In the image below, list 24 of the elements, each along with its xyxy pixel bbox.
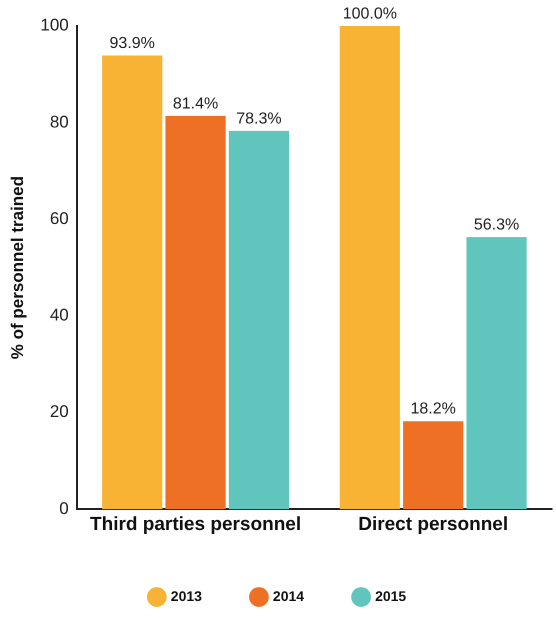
bar (102, 55, 162, 510)
text: 81.4% (172, 95, 218, 112)
bar (466, 237, 527, 510)
y-tick-label: 100 (40, 16, 69, 35)
bar (165, 116, 226, 510)
text: 56.3% (474, 216, 520, 234)
y-tick-label: 20 (50, 402, 69, 422)
y-axis-title: % of personnel trained (8, 176, 27, 360)
text: 18.2% (410, 400, 456, 418)
bar (340, 26, 400, 510)
text: 93.9% (110, 34, 155, 52)
y-tick-label: 40 (50, 306, 69, 325)
x-tick-label: Third parties personnel (90, 514, 302, 535)
x-tick-label: Direct personnel (358, 514, 508, 535)
text: 78.3% (236, 110, 282, 128)
text: 100.0% (342, 5, 397, 22)
bar (228, 130, 290, 510)
legend-label: 2015 (375, 588, 406, 604)
legend-label: 2014 (272, 588, 304, 604)
y-tick-label: 60 (50, 208, 69, 228)
y-tick-label: 0 (59, 498, 69, 518)
bar (403, 421, 464, 510)
legend-label: 2013 (170, 588, 202, 604)
y-tick-label: 80 (50, 112, 69, 132)
